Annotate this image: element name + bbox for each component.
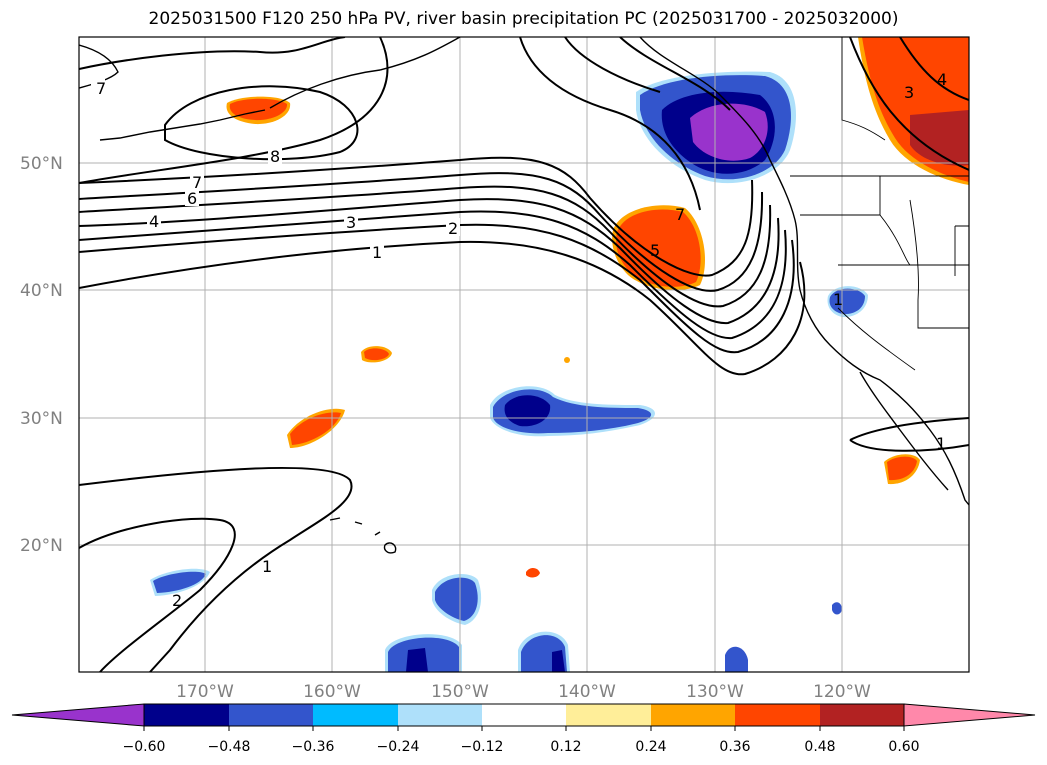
pv-label: 3 <box>346 213 356 232</box>
lon-label: 170°W <box>176 682 234 702</box>
colorbar-tick-label: −0.24 <box>377 739 420 755</box>
pv-label: 5 <box>650 241 660 260</box>
lon-label: 150°W <box>431 682 489 702</box>
political-borders <box>790 37 969 371</box>
coastline-aleutians <box>99 109 266 141</box>
pv-contour-16 <box>79 466 353 672</box>
coastline-alaska <box>79 44 119 89</box>
map-frame <box>78 36 970 673</box>
pv-label: 7 <box>96 79 106 98</box>
colorbar-swatch <box>735 704 820 726</box>
pv-label-bg <box>370 242 384 260</box>
lat-label: 20°N <box>20 536 63 556</box>
pv-contour-13 <box>564 37 661 93</box>
pv-contour-17 <box>79 517 236 672</box>
coastlines <box>79 37 969 554</box>
pv-contour-9 <box>164 85 359 161</box>
coastline-north-america <box>639 37 969 506</box>
pv-label: 1 <box>833 290 843 309</box>
lon-label: 140°W <box>558 682 616 702</box>
pv-contour-6 <box>79 172 764 292</box>
coastline-baja <box>859 371 949 491</box>
colorbar-swatch <box>482 704 566 726</box>
pv-label-bg <box>344 212 358 230</box>
pv-label-bg <box>190 172 204 190</box>
pv-label-bg <box>185 188 199 206</box>
coastline-hawaii <box>329 517 397 554</box>
pv-label: 2 <box>448 219 458 238</box>
colorbar-swatch <box>820 704 904 726</box>
pv-contour-15 <box>899 37 969 101</box>
colorbar-ticks <box>143 726 905 731</box>
colorbar-extend-low <box>11 703 145 727</box>
pv-contour-19 <box>849 439 969 452</box>
pv-contour-7 <box>79 156 754 277</box>
colorbar-swatch <box>144 704 229 726</box>
pv-label-bg <box>147 211 161 229</box>
pv-contour-11 <box>519 37 701 211</box>
colorbar-frame <box>143 703 905 727</box>
colorbar-tick-label: 0.12 <box>550 739 581 755</box>
pv-contour-12 <box>619 37 731 111</box>
colorbar: −0.60 −0.48 −0.36 −0.24 −0.12 0.12 0.24 … <box>11 703 1036 755</box>
colorbar-tick-label: 0.36 <box>719 739 750 755</box>
pv-label: 1 <box>262 557 272 576</box>
pv-contour-3 <box>79 210 787 340</box>
pv-label: 2 <box>172 591 182 610</box>
pv-label-bg <box>268 146 282 164</box>
map-area: 7 8 7 6 4 3 2 1 5 7 1 1 2 3 4 1 <box>79 37 969 672</box>
pv-contour-14 <box>849 37 969 171</box>
pv-label-bg <box>91 78 105 96</box>
lat-label: 40°N <box>20 281 63 301</box>
lon-label: 130°W <box>686 682 744 702</box>
pv-label: 6 <box>187 189 197 208</box>
lat-label: 50°N <box>20 154 63 174</box>
lat-label: 30°N <box>20 409 63 429</box>
pv-label: 8 <box>270 147 280 166</box>
pv-contours <box>79 37 969 672</box>
colorbar-tick-label: 0.24 <box>635 739 666 755</box>
figure-title: 2025031500 F120 250 hPa PV, river basin … <box>148 9 899 29</box>
colorbar-swatch <box>651 704 735 726</box>
colorbar-tick-label: −0.48 <box>208 739 251 755</box>
lon-label: 120°W <box>813 682 871 702</box>
pv-label: 7 <box>192 173 202 192</box>
colorbar-tick-label: 0.48 <box>804 739 835 755</box>
latitude-labels: 50°N 40°N 30°N 20°N <box>20 154 63 556</box>
pv-label-bg <box>446 218 460 236</box>
colorbar-tick-label: −0.12 <box>461 739 504 755</box>
coastline-alaska-south <box>269 37 461 109</box>
colorbar-swatch <box>398 704 482 726</box>
pv-contour-18 <box>849 417 969 441</box>
graticule <box>79 37 969 672</box>
colorbar-extend-high <box>903 703 1036 727</box>
colorbar-swatch <box>566 704 651 726</box>
pv-label: 4 <box>149 212 159 231</box>
colorbar-swatch <box>229 704 313 726</box>
longitude-labels: 170°W 160°W 150°W 140°W 130°W 120°W <box>176 682 871 702</box>
pv-contour-4 <box>79 198 780 325</box>
colorbar-tick-label: −0.36 <box>292 739 335 755</box>
pv-contour-5 <box>79 185 772 308</box>
pv-contour-2 <box>79 223 795 354</box>
pv-label: 1 <box>936 434 946 453</box>
pv-label: 3 <box>904 83 914 102</box>
precip-shading <box>150 37 969 672</box>
pv-contour-8 <box>79 37 346 70</box>
pv-contour-labels: 7 8 7 6 4 3 2 1 5 7 1 1 2 3 4 1 <box>91 70 947 610</box>
lon-label: 160°W <box>303 682 361 702</box>
pv-contour-1 <box>79 240 806 376</box>
colorbar-tick-label: 0.60 <box>888 739 919 755</box>
pv-label: 4 <box>937 70 947 89</box>
pv-label: 7 <box>675 205 685 224</box>
pv-label: 1 <box>372 243 382 262</box>
colorbar-tick-label: −0.60 <box>123 739 166 755</box>
pv-contour-10 <box>79 37 389 184</box>
colorbar-swatch <box>313 704 398 726</box>
